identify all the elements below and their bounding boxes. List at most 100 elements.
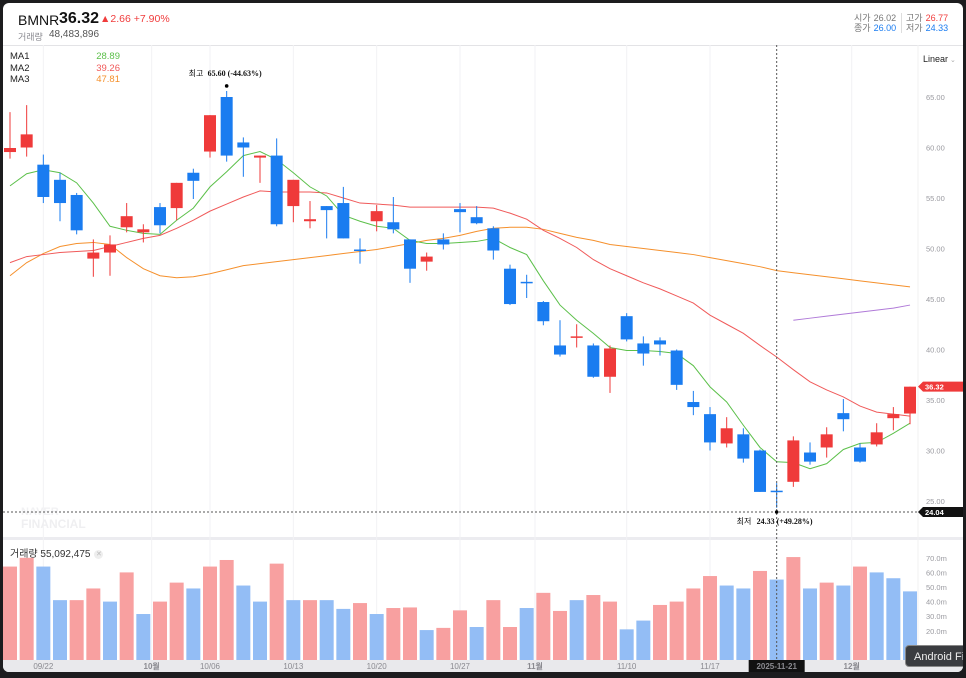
volume-bar xyxy=(586,595,601,660)
time-axis-strip xyxy=(3,660,963,672)
candle-body xyxy=(404,239,417,269)
candle-body xyxy=(320,206,333,211)
close-label: 종가 xyxy=(854,23,871,33)
volume-bar xyxy=(19,557,34,660)
volume-bar xyxy=(753,570,768,660)
low-label: 저가 xyxy=(906,23,923,33)
candle xyxy=(737,428,750,463)
volume-bar xyxy=(569,600,584,660)
high-low-block: 고가 26.77 저가 24.33 xyxy=(906,13,948,33)
volume-bar xyxy=(419,630,434,660)
scale-mode-label: Linear xyxy=(923,54,949,64)
candle xyxy=(587,343,600,378)
candle-body xyxy=(520,281,533,284)
candle-body xyxy=(370,211,383,222)
candle xyxy=(70,192,83,235)
ma1-label: MA1 xyxy=(10,51,30,62)
volume-bar xyxy=(903,591,918,660)
candle-body xyxy=(470,217,483,224)
candle-body xyxy=(604,348,617,377)
stock-chart-window: BMNR 36.32 ▲2.66 +7.90% 거래량 48,483,896 시… xyxy=(3,3,963,672)
time-axis-label: 11/17 xyxy=(700,662,720,671)
volume-bar xyxy=(669,601,684,660)
volume-bar xyxy=(786,557,801,660)
candle-body xyxy=(437,239,450,245)
close-value: 26.00 xyxy=(873,23,897,33)
volume-axis-tick: 30.0m xyxy=(926,612,947,621)
volume-label: 거래량 xyxy=(18,32,43,42)
candle-body xyxy=(504,268,517,305)
candle-body xyxy=(20,134,33,148)
candle-body xyxy=(154,207,167,226)
time-axis-label: 10/20 xyxy=(367,662,388,671)
volume-bar xyxy=(603,601,618,660)
volume-bar xyxy=(836,585,851,660)
volume-bar xyxy=(103,601,118,660)
volume-bar xyxy=(469,627,484,660)
current-price: 36.32 xyxy=(59,10,100,27)
volume-bar xyxy=(703,576,718,660)
candle xyxy=(604,345,617,393)
candle xyxy=(287,179,300,223)
candle-body xyxy=(854,447,867,462)
candle-body xyxy=(187,172,200,181)
time-axis-label: 10/06 xyxy=(200,662,221,671)
watermark-financial: FINANCIAL xyxy=(21,517,86,531)
crosshair-price-text: 24.04 xyxy=(925,508,945,517)
volume-pane-value: 55,092,475 xyxy=(40,549,91,560)
crosshair-price-tag xyxy=(918,507,963,517)
android-tooltip: Android Fi xyxy=(905,645,963,667)
price-axis-tick: 65.00 xyxy=(926,93,945,102)
volume-bar xyxy=(436,627,451,660)
volume-bar xyxy=(386,608,401,660)
candle xyxy=(404,239,417,283)
volume-bar xyxy=(53,600,68,660)
last-price-text: 36.32 xyxy=(925,383,944,392)
open-value: 26.02 xyxy=(873,13,897,23)
last-price-tag xyxy=(918,381,963,392)
volume-bar xyxy=(686,588,701,660)
candle-body xyxy=(787,440,800,482)
candle-body xyxy=(220,97,233,156)
time-axis-label: 10/13 xyxy=(283,662,304,671)
ohlc-divider xyxy=(901,13,902,33)
time-axis-label: 11월 xyxy=(527,661,543,671)
volume-bar xyxy=(236,585,251,660)
low-annotation-label: 최저 xyxy=(737,516,752,526)
low-annotation-text: 24.33 (+49.28%) xyxy=(757,517,813,526)
candlestick-chart[interactable]: NAVERFINANCIAL65.0060.0055.0050.0045.004… xyxy=(3,3,963,672)
candle xyxy=(320,206,333,239)
candle-body xyxy=(570,336,583,338)
candle-body xyxy=(754,450,767,492)
candle xyxy=(4,112,16,159)
volume-bar xyxy=(719,585,734,660)
volume-bar xyxy=(69,600,84,660)
candle-body xyxy=(337,203,350,239)
ma3-label: MA3 xyxy=(10,74,30,85)
price-axis-tick: 55.00 xyxy=(926,194,945,203)
candle xyxy=(720,417,733,448)
volume-bar xyxy=(169,582,184,660)
scale-mode-dropdown[interactable]: Linear ⌄ xyxy=(923,54,956,64)
volume-bar xyxy=(619,629,634,660)
volume-value: 48,483,896 xyxy=(49,29,100,40)
volume-bar xyxy=(36,566,51,660)
candle-body xyxy=(670,350,683,385)
candle-body xyxy=(354,249,367,252)
candle-body xyxy=(770,490,783,493)
candle-body xyxy=(270,155,283,225)
candle-body xyxy=(537,302,550,322)
candle xyxy=(487,226,500,260)
volume-bar xyxy=(803,588,818,660)
volume-bar xyxy=(336,608,351,660)
candle xyxy=(154,203,167,234)
candle xyxy=(620,313,633,342)
close-icon[interactable]: ✕ xyxy=(94,550,104,559)
candle xyxy=(204,115,217,158)
candle xyxy=(837,398,850,432)
volume-bar xyxy=(269,563,284,660)
ma4-line xyxy=(793,304,911,321)
price-axis-tick: 25.00 xyxy=(926,497,945,506)
candle xyxy=(637,336,650,366)
candle-body xyxy=(704,414,717,443)
